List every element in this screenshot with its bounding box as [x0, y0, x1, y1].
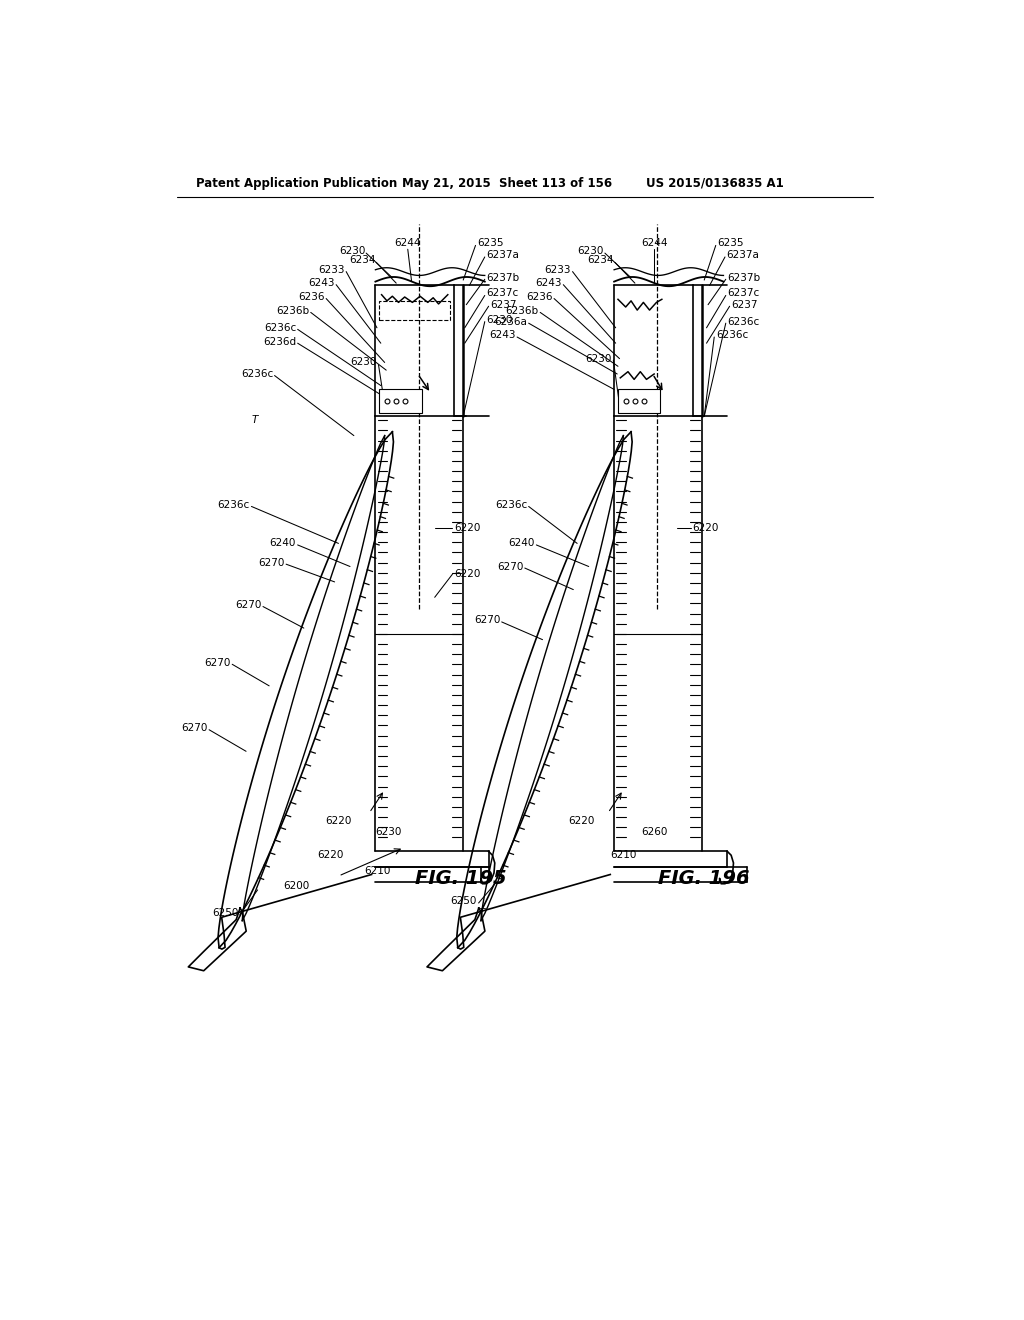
Text: 6230: 6230: [350, 358, 377, 367]
Text: 6235: 6235: [717, 238, 743, 248]
Text: 6237c: 6237c: [486, 288, 518, 298]
Bar: [379, 389, 422, 412]
Text: 6220: 6220: [317, 850, 344, 861]
Text: 6236a: 6236a: [495, 317, 527, 326]
Text: 6210: 6210: [364, 866, 390, 875]
Text: 6250: 6250: [451, 896, 477, 907]
Text: FIG. 195: FIG. 195: [416, 869, 507, 888]
Text: 6236c: 6236c: [264, 323, 296, 333]
Text: 6240: 6240: [269, 539, 296, 548]
Text: 6220: 6220: [692, 523, 719, 533]
Text: 6230: 6230: [376, 828, 401, 837]
Text: 6236d: 6236d: [263, 337, 296, 347]
Text: 6236: 6236: [298, 292, 325, 302]
Text: 6230: 6230: [586, 354, 611, 363]
Text: 6236: 6236: [526, 292, 553, 302]
Text: 6220: 6220: [568, 816, 594, 825]
Text: 6250: 6250: [212, 908, 239, 917]
Text: 6237b: 6237b: [486, 273, 519, 282]
Text: 6244: 6244: [641, 238, 668, 248]
Text: 6230: 6230: [578, 246, 604, 256]
Text: 6234: 6234: [588, 255, 614, 265]
Text: 6237c: 6237c: [727, 288, 760, 298]
Text: 6236c: 6236c: [218, 500, 250, 510]
Text: 6200: 6200: [283, 880, 309, 891]
Text: 6270: 6270: [204, 657, 230, 668]
Text: 6270: 6270: [181, 723, 208, 733]
Text: 6236b: 6236b: [506, 306, 539, 315]
Text: T: T: [251, 416, 258, 425]
Text: 6230: 6230: [339, 246, 366, 256]
Text: 6210: 6210: [610, 850, 637, 861]
Text: 6236b: 6236b: [276, 306, 309, 315]
Text: FIG. 196: FIG. 196: [658, 869, 750, 888]
Text: 6237a: 6237a: [486, 249, 519, 260]
Text: 6243: 6243: [489, 330, 515, 341]
Text: Sheet 113 of 156: Sheet 113 of 156: [499, 177, 611, 190]
Text: 6237b: 6237b: [727, 273, 761, 282]
Text: 6270: 6270: [497, 561, 523, 572]
Text: 6260: 6260: [641, 828, 668, 837]
Text: Patent Application Publication: Patent Application Publication: [196, 177, 397, 190]
Text: US 2015/0136835 A1: US 2015/0136835 A1: [646, 177, 784, 190]
Text: 6233: 6233: [318, 265, 345, 275]
Text: 6220: 6220: [454, 523, 480, 533]
Bar: [617, 389, 660, 412]
Text: 6237: 6237: [731, 300, 758, 310]
Text: 6234: 6234: [349, 255, 376, 265]
Text: 6243: 6243: [308, 279, 335, 288]
Text: 6236c: 6236c: [727, 317, 760, 326]
Bar: [379, 301, 451, 321]
Text: 6236c: 6236c: [716, 330, 748, 341]
Text: 6243: 6243: [536, 279, 562, 288]
Text: 6270: 6270: [474, 615, 500, 626]
Text: 6220: 6220: [326, 816, 351, 825]
Text: 6237a: 6237a: [727, 249, 760, 260]
Text: 6270: 6270: [258, 557, 285, 568]
Text: 6235: 6235: [477, 238, 504, 248]
Text: 6240: 6240: [509, 539, 535, 548]
Text: 6237: 6237: [490, 300, 517, 310]
Text: 6220: 6220: [454, 569, 480, 579]
Text: 6233: 6233: [545, 265, 571, 275]
Text: 6236c: 6236c: [241, 370, 273, 379]
Text: 6270: 6270: [236, 601, 261, 610]
Text: T: T: [478, 908, 484, 917]
Text: 6244: 6244: [394, 238, 421, 248]
Text: 6236c: 6236c: [495, 500, 527, 510]
Text: 6230: 6230: [486, 315, 513, 325]
Text: May 21, 2015: May 21, 2015: [402, 177, 492, 190]
